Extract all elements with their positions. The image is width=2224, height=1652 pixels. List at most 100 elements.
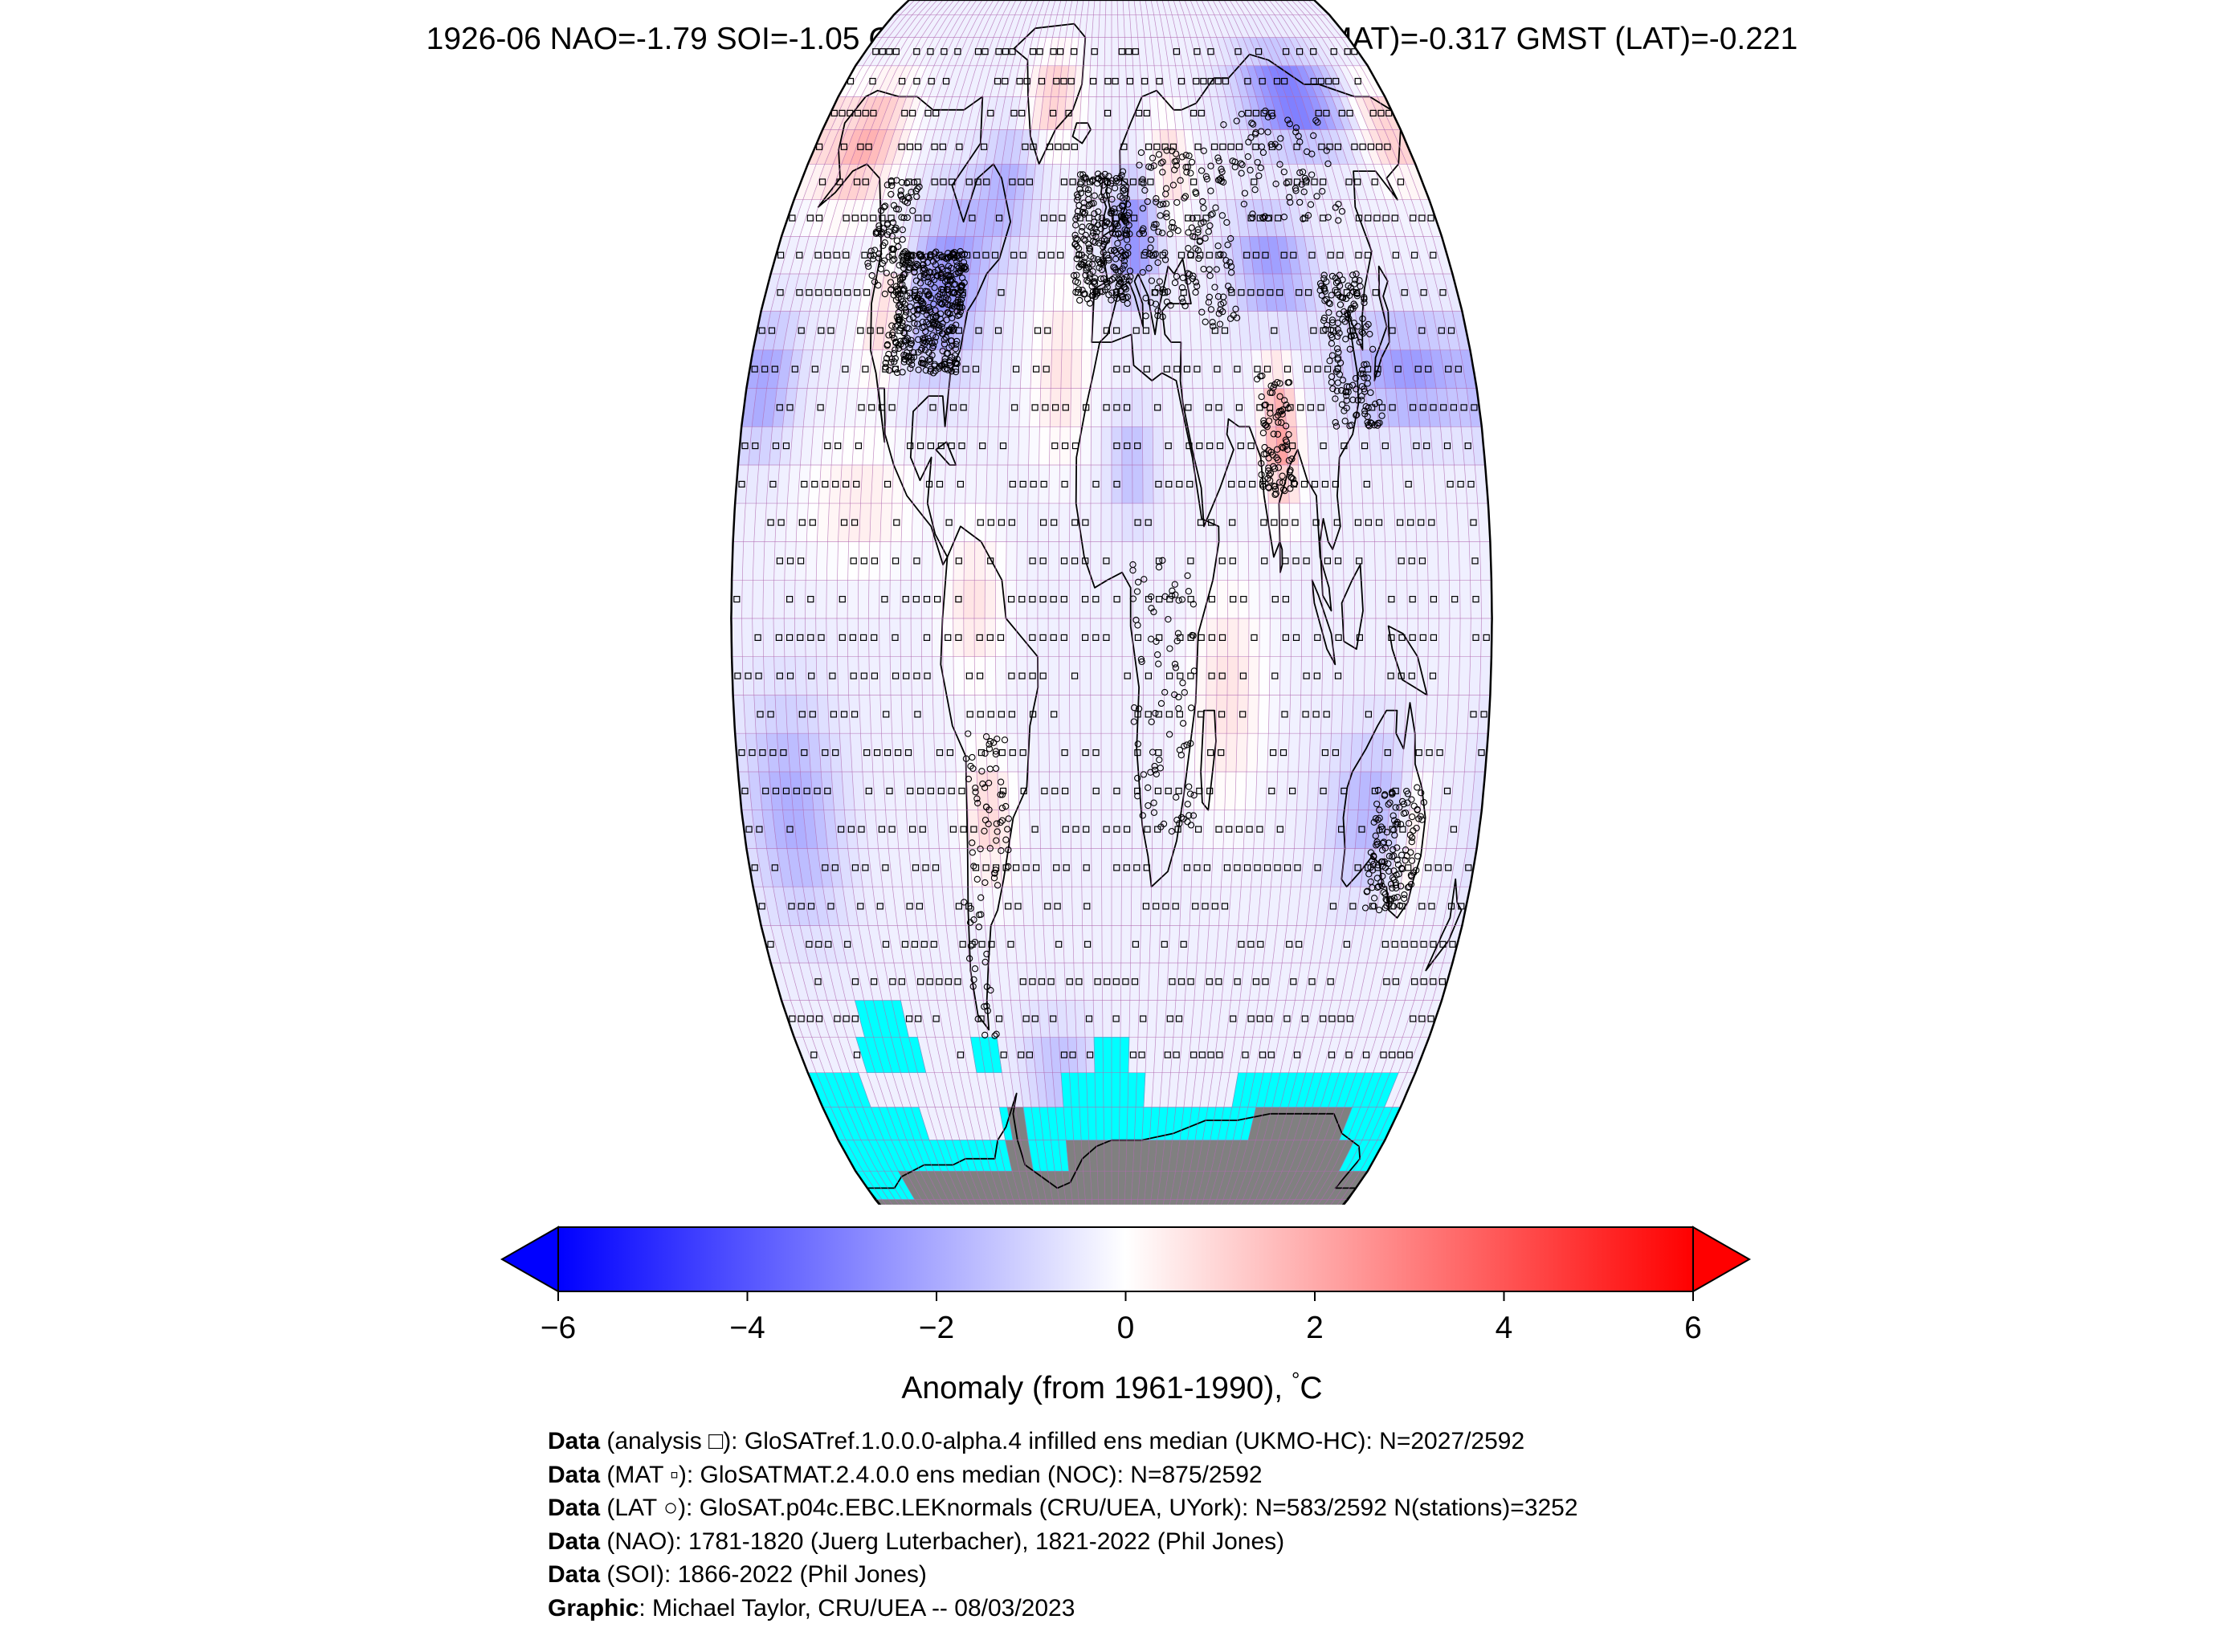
grid-cell xyxy=(1030,848,1043,887)
grid-cell xyxy=(1121,656,1133,695)
grid-cell xyxy=(1082,925,1093,964)
grid-cell xyxy=(858,541,871,581)
grid-cell xyxy=(1427,618,1440,658)
grid-cell xyxy=(1247,503,1259,542)
grid-cell xyxy=(1121,503,1133,542)
grid-cell xyxy=(1048,464,1060,504)
grid-cell xyxy=(1007,771,1020,811)
grid-cell xyxy=(1018,810,1031,849)
grid-cell xyxy=(1353,656,1365,695)
grid-cell xyxy=(984,579,996,619)
grid-cell xyxy=(1132,579,1144,619)
grid-cell xyxy=(826,618,838,658)
grid-cell xyxy=(838,503,851,542)
grid-cell xyxy=(1265,771,1279,811)
grid-cell xyxy=(1018,388,1031,427)
grid-cell xyxy=(753,541,765,581)
grid-cell xyxy=(963,618,975,658)
grid-cell xyxy=(911,541,923,581)
grid-cell xyxy=(763,541,776,581)
grid-cell xyxy=(1289,695,1302,734)
grid-cell xyxy=(1181,349,1194,389)
grid-cell xyxy=(1111,1037,1121,1074)
grid-cell xyxy=(783,618,796,658)
grid-cell xyxy=(1468,656,1482,695)
grid-cell xyxy=(902,732,915,773)
grid-cell xyxy=(785,695,798,734)
grid-cell xyxy=(1121,732,1133,773)
grid-cell xyxy=(1468,541,1482,581)
grid-cell xyxy=(1195,579,1207,619)
grid-cell xyxy=(900,618,912,658)
grid-cell xyxy=(1081,311,1093,351)
grid-cell xyxy=(1096,65,1105,97)
grid-cell xyxy=(976,426,989,466)
grid-cell xyxy=(942,618,954,658)
grid-cell xyxy=(1414,503,1428,542)
grid-cell xyxy=(912,732,925,773)
grid-cell xyxy=(1374,541,1386,581)
grid-cell xyxy=(944,464,957,504)
grid-cell xyxy=(881,732,894,773)
grid-cell xyxy=(879,541,892,581)
grid-cell xyxy=(1059,388,1071,427)
grid-cell xyxy=(1226,656,1239,695)
grid-cell xyxy=(1459,618,1471,658)
grid-cell xyxy=(1121,388,1132,427)
grid-cell xyxy=(1090,656,1102,695)
grid-cell xyxy=(1121,464,1133,504)
grid-cell xyxy=(933,464,946,504)
grid-cell xyxy=(1163,732,1175,773)
grid-cell xyxy=(1121,695,1133,734)
grid-cell xyxy=(1279,695,1291,734)
grid-cell xyxy=(1256,732,1269,773)
grid-cell xyxy=(815,541,828,581)
grid-cell xyxy=(1141,349,1153,389)
grid-cell xyxy=(1153,503,1165,542)
grid-cell xyxy=(1247,541,1260,581)
grid-cell xyxy=(1039,426,1051,466)
grid-cell xyxy=(847,579,859,619)
grid-cell xyxy=(1016,503,1029,542)
grid-cell xyxy=(869,695,882,734)
grid-cell xyxy=(900,541,912,581)
grid-cell xyxy=(1100,503,1112,542)
grid-cell xyxy=(1090,771,1102,811)
grid-cell xyxy=(827,695,840,734)
grid-cell xyxy=(900,695,913,734)
grid-cell xyxy=(1164,618,1176,658)
grid-cell xyxy=(1458,541,1471,581)
grid-cell xyxy=(1080,349,1092,389)
grid-cell xyxy=(965,464,977,504)
grid-cell xyxy=(1120,886,1132,926)
grid-cell xyxy=(1051,311,1063,351)
grid-cell xyxy=(1269,618,1281,658)
grid-cell xyxy=(1216,656,1228,695)
grid-cell xyxy=(1375,579,1387,619)
grid-cell xyxy=(847,618,859,658)
grid-cell xyxy=(1277,732,1290,773)
grid-cell xyxy=(1038,695,1050,734)
grid-cell xyxy=(1329,464,1342,504)
grid-cell xyxy=(1103,1072,1112,1107)
grid-cell xyxy=(1215,503,1228,542)
grid-cell xyxy=(1352,695,1365,734)
grid-cell xyxy=(1111,848,1122,887)
grid-cell xyxy=(890,695,903,734)
grid-cell xyxy=(953,656,965,695)
grid-cell xyxy=(1395,541,1408,581)
grid-cell xyxy=(1238,618,1250,658)
grid-cell xyxy=(1226,503,1239,542)
grid-cell xyxy=(1458,656,1471,695)
grid-cell xyxy=(1279,656,1292,695)
grid-cell xyxy=(1132,541,1144,581)
grid-cell xyxy=(762,618,774,658)
grid-cell xyxy=(826,656,839,695)
grid-cell xyxy=(1111,579,1123,619)
grid-cell xyxy=(1353,618,1366,658)
grid-cell xyxy=(995,656,1007,695)
grid-cell xyxy=(869,503,882,542)
grid-cell xyxy=(964,695,977,734)
grid-cell xyxy=(1079,464,1092,504)
grid-cell xyxy=(1447,656,1460,695)
